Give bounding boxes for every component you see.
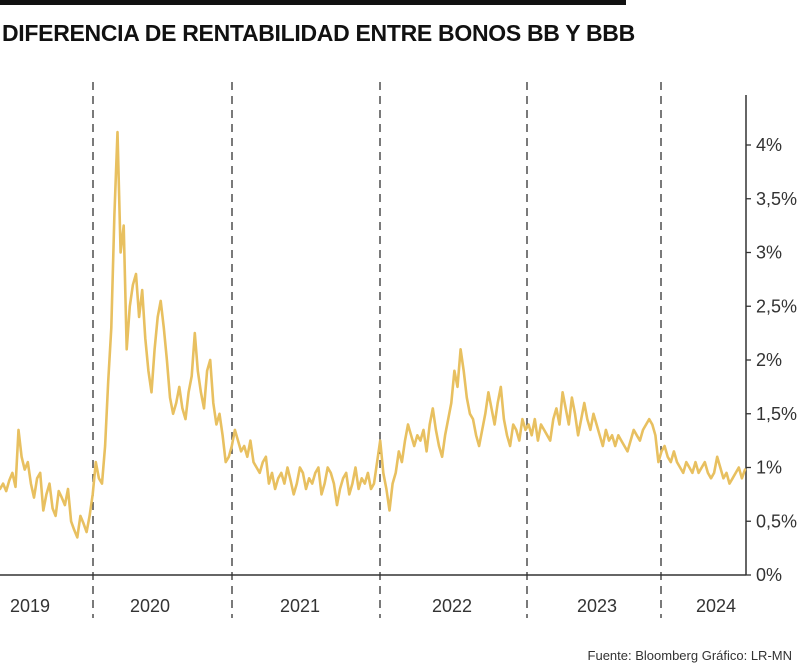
series-line-spread: [0, 130, 747, 539]
x-year-label-2024: 2024: [696, 596, 736, 616]
y-tick-label: 1%: [756, 458, 782, 478]
title-top-rule: [0, 0, 626, 5]
y-axis: 0% 0,5% 1% 1,5% 2% 2,5% 3% 3,5% 4%: [0, 95, 797, 585]
y-tick-label: 2,5%: [756, 296, 797, 316]
x-year-label-2023: 2023: [577, 596, 617, 616]
x-axis: 2019 2020 2021 2022 2023 2024: [10, 596, 736, 616]
year-dividers: [92, 82, 662, 618]
y-tick-label: 3%: [756, 243, 782, 263]
x-year-label-2021: 2021: [280, 596, 320, 616]
x-year-label-2022: 2022: [432, 596, 472, 616]
source-note: Fuente: Bloomberg Gráfico: LR-MN: [587, 648, 792, 663]
series-layer: [0, 130, 747, 539]
y-tick-label: 2%: [756, 350, 782, 370]
y-tick-label: 0%: [756, 565, 782, 585]
x-year-label-2020: 2020: [130, 596, 170, 616]
chart-title: DIFERENCIA DE RENTABILIDAD ENTRE BONOS B…: [2, 20, 635, 46]
y-tick-label: 4%: [756, 135, 782, 155]
y-tick-label: 1,5%: [756, 404, 797, 424]
x-year-label-2019: 2019: [10, 596, 50, 616]
y-tick-label: 0,5%: [756, 511, 797, 531]
y-tick-label: 3,5%: [756, 189, 797, 209]
